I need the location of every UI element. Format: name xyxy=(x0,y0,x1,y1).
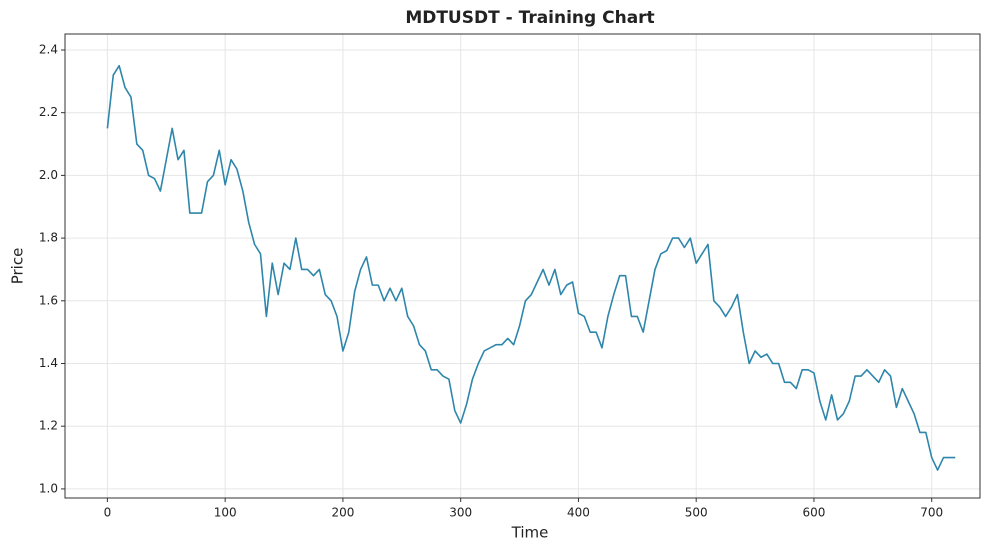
x-tick-label: 500 xyxy=(685,506,708,520)
x-tick-label: 300 xyxy=(449,506,472,520)
y-tick-label: 1.8 xyxy=(39,231,58,245)
x-tick-label: 700 xyxy=(920,506,943,520)
y-tick-label: 2.4 xyxy=(39,42,58,56)
x-axis-label: Time xyxy=(511,524,549,542)
plot-frame xyxy=(64,33,981,499)
y-tick-label: 1.4 xyxy=(39,356,58,370)
y-tick-label: 2.0 xyxy=(39,168,58,182)
x-tick-label: 600 xyxy=(803,506,826,520)
chart-title: MDTUSDT - Training Chart xyxy=(405,8,654,28)
y-tick-label: 1.2 xyxy=(39,419,58,433)
y-tick-label: 1.0 xyxy=(39,481,58,495)
x-tick-label: 200 xyxy=(331,506,354,520)
x-tick-label: 100 xyxy=(214,506,237,520)
y-tick-label: 1.6 xyxy=(39,293,58,307)
y-tick-label: 2.2 xyxy=(39,105,58,119)
x-tick-label: 400 xyxy=(567,506,590,520)
y-axis-label: Price xyxy=(9,248,27,285)
x-tick-label: 0 xyxy=(104,506,112,520)
price-line xyxy=(106,64,956,471)
